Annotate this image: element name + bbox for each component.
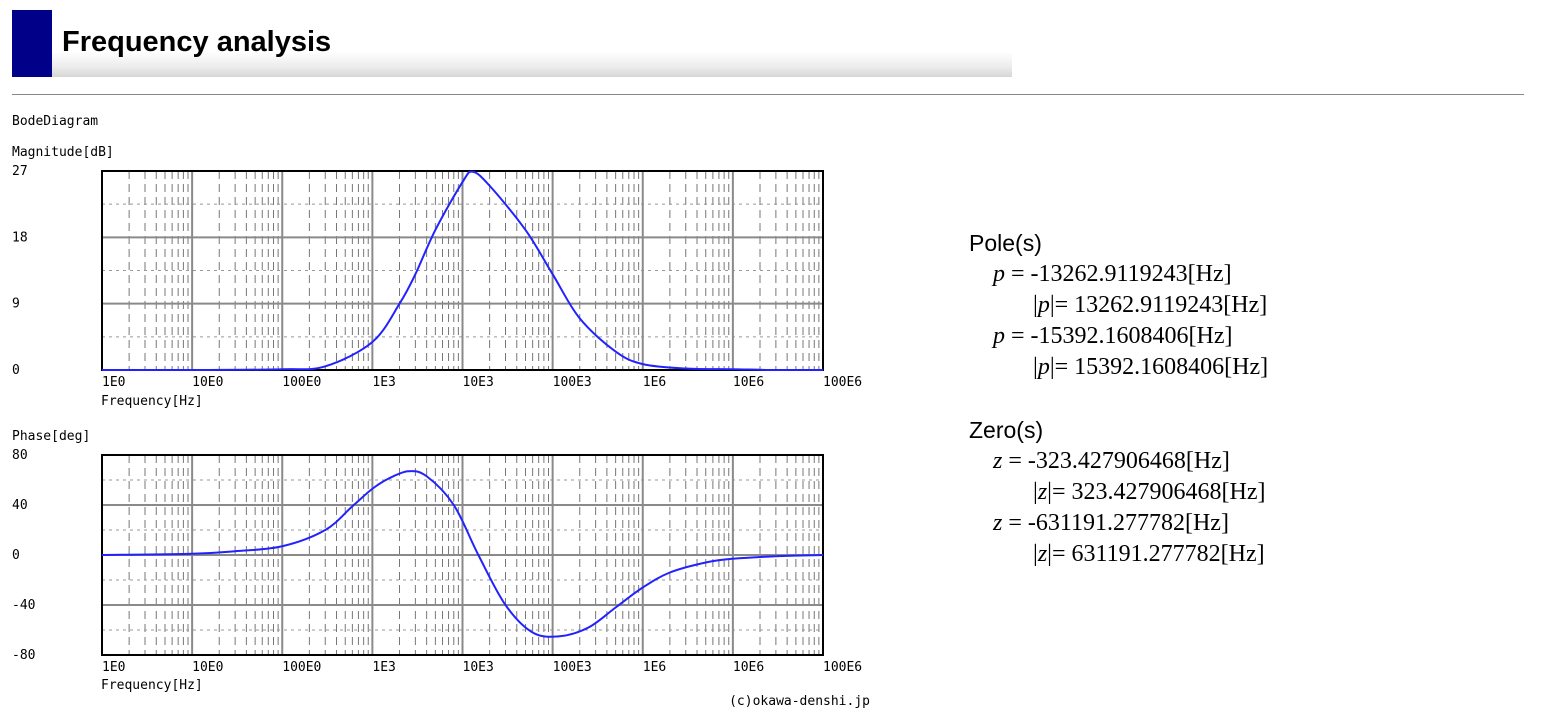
pole-1-text: = -13262.9119243[Hz] <box>1005 261 1232 287</box>
magnitude-ylabel: Magnitude[dB] <box>12 145 114 160</box>
phase-ylabel: Phase[deg] <box>12 429 90 444</box>
phase-xtick-label: 100E3 <box>553 660 592 675</box>
magnitude-xlabel: Frequency[Hz] <box>101 394 203 409</box>
magnitude-xtick-label: 10E0 <box>192 375 223 390</box>
phase-xtick-label: 10E6 <box>733 660 764 675</box>
pole-2-abs-symbol: p <box>1037 354 1050 380</box>
magnitude-xtick-label: 10E6 <box>733 375 764 390</box>
phase-xtick-label: 10E0 <box>192 660 223 675</box>
magnitude-plot-frame <box>101 170 824 371</box>
magnitude-xtick-label: 1E0 <box>102 375 125 390</box>
magnitude-ytick-label: 0 <box>12 363 20 378</box>
magnitude-ytick-label: 27 <box>12 164 28 179</box>
pole-1-symbol: p <box>993 261 1005 287</box>
phase-ytick-label: 80 <box>12 448 28 463</box>
zero-2-value: z = -631191.277782[Hz] <box>993 510 1229 537</box>
pole-1-value: p = -13262.9119243[Hz] <box>993 261 1232 288</box>
header-bar <box>52 10 1012 77</box>
magnitude-xtick-label: 100E6 <box>823 375 862 390</box>
phase-xtick-label: 1E0 <box>102 660 125 675</box>
zero-2-symbol: z <box>993 510 1003 536</box>
magnitude-xtick-label: 100E0 <box>282 375 321 390</box>
zero-1-value: z = -323.427906468[Hz] <box>993 448 1230 475</box>
magnitude-xtick-label: 1E3 <box>372 375 395 390</box>
phase-xtick-label: 10E3 <box>463 660 494 675</box>
magnitude-ytick-label: 18 <box>12 230 28 245</box>
zero-2-abs-text: = 631191.277782[Hz] <box>1051 541 1265 567</box>
phase-xtick-label: 1E6 <box>643 660 666 675</box>
magnitude-xtick-label: 10E3 <box>463 375 494 390</box>
zero-1-symbol: z <box>993 448 1003 474</box>
page-title: Frequency analysis <box>62 26 332 58</box>
phase-ytick-label: -40 <box>12 598 35 613</box>
zero-1-abs-symbol: z <box>1037 479 1048 505</box>
phase-xtick-label: 1E3 <box>372 660 395 675</box>
zero-1-abs-text: = 323.427906468[Hz] <box>1051 479 1266 505</box>
zero-2-magnitude: |z|= 631191.277782[Hz] <box>1033 541 1265 567</box>
zero-1-magnitude: |z|= 323.427906468[Hz] <box>1033 479 1266 505</box>
pole-2-magnitude: |p|= 15392.1608406[Hz] <box>1033 354 1269 380</box>
magnitude-xtick-label: 100E3 <box>553 375 592 390</box>
magnitude-ytick-label: 9 <box>12 297 20 312</box>
phase-xtick-label: 100E0 <box>282 660 321 675</box>
poles-heading: Pole(s) <box>969 230 1042 256</box>
zero-2-text: = -631191.277782[Hz] <box>1002 510 1229 536</box>
zero-2-abs-symbol: z <box>1037 541 1048 567</box>
pole-2-value: p = -15392.1608406[Hz] <box>993 323 1233 350</box>
phase-xlabel: Frequency[Hz] <box>101 678 203 693</box>
pole-1-abs-symbol: p <box>1037 292 1050 318</box>
zero-1-text: = -323.427906468[Hz] <box>1002 448 1230 474</box>
pole-1-abs-text: = 13262.9119243[Hz] <box>1054 292 1268 318</box>
pole-1-magnitude: |p|= 13262.9119243[Hz] <box>1033 292 1268 318</box>
pole-2-abs-text: = 15392.1608406[Hz] <box>1054 354 1269 380</box>
magnitude-xtick-label: 1E6 <box>643 375 666 390</box>
phase-ytick-label: -80 <box>12 648 35 663</box>
pole-2-text: = -15392.1608406[Hz] <box>1005 323 1233 349</box>
phase-xtick-label: 100E6 <box>823 660 862 675</box>
magnitude-curve <box>101 170 824 372</box>
header-divider <box>12 94 1524 95</box>
zeros-heading: Zero(s) <box>969 417 1044 443</box>
phase-ytick-label: 40 <box>12 498 28 513</box>
credit-text: (c)okawa-denshi.jp <box>729 694 870 709</box>
chart-title: BodeDiagram <box>12 114 98 129</box>
phase-ytick-label: 0 <box>12 548 20 563</box>
pole-2-symbol: p <box>993 323 1005 349</box>
header-accent-block <box>12 10 52 77</box>
phase-curve <box>101 470 824 638</box>
